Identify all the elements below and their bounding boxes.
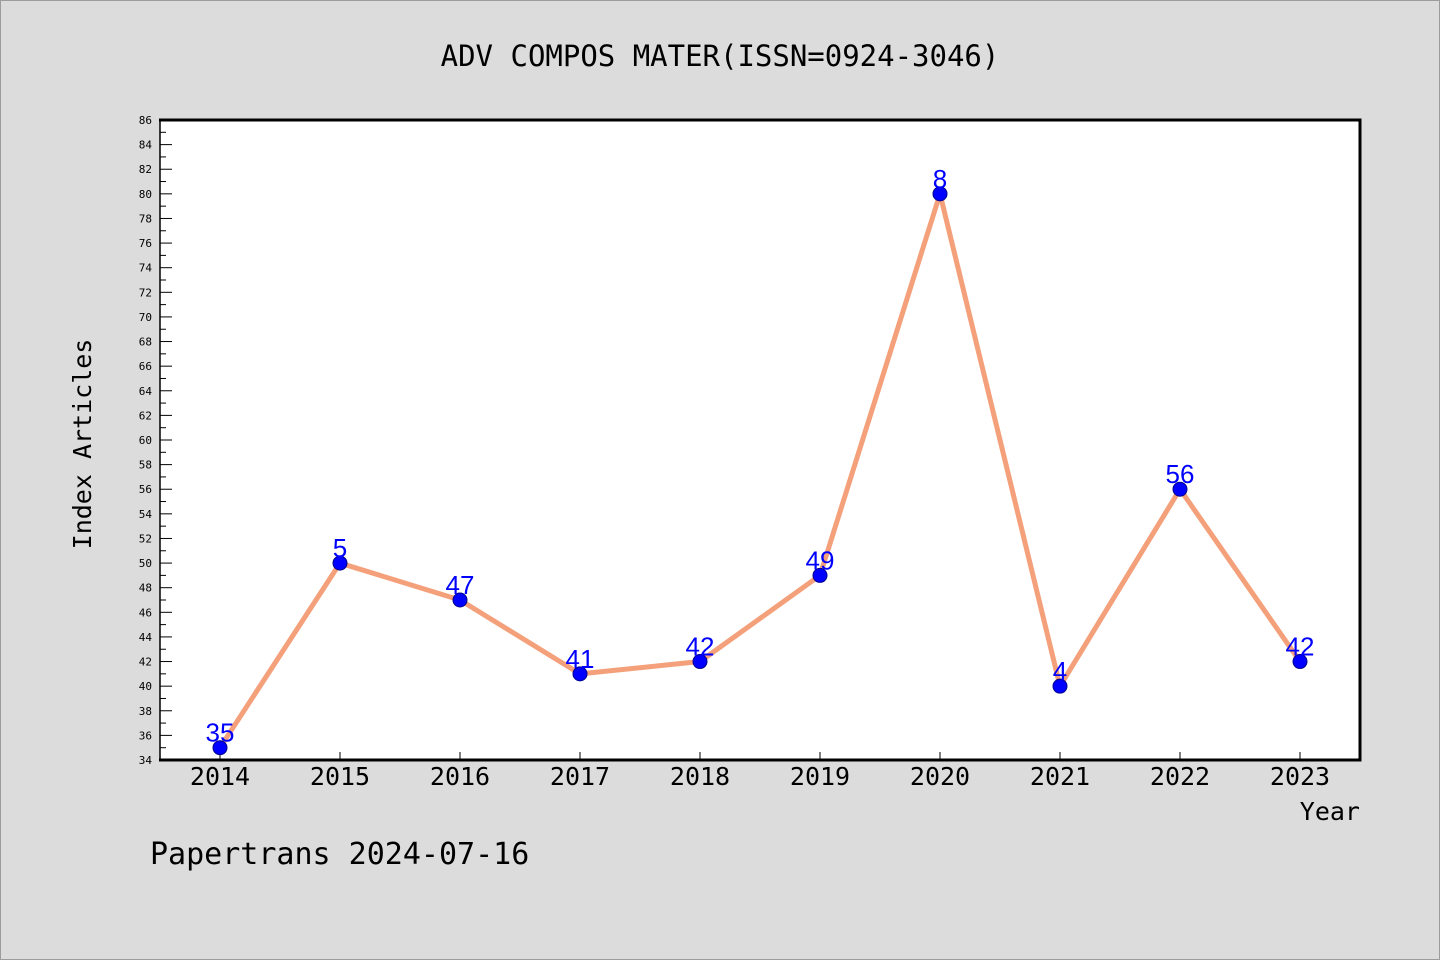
y-tick-label: 82 [139,163,152,176]
y-tick-label: 68 [139,336,152,349]
y-tick-label: 72 [139,286,152,299]
series-line [217,191,1303,751]
data-point [1052,678,1068,694]
plot-area [160,120,1360,760]
data-point [332,555,348,571]
y-tick-label: 52 [139,532,152,545]
x-tick-label: 2021 [1030,762,1090,791]
y-tick-label: 44 [139,631,153,644]
y-tick-label: 34 [139,754,153,767]
data-point [212,740,228,756]
x-tick-label: 2019 [790,762,850,791]
x-axis-tick-labels: 2014 2015 2016 2017 2018 2019 2020 2021 2022 2023 [190,762,1330,791]
data-label: 49 [806,545,835,575]
y-tick-label: 54 [139,508,153,521]
y-tick-label: 50 [139,557,152,570]
data-point [812,567,828,583]
y-tick-label: 86 [139,114,152,127]
data-label: 41 [566,644,595,674]
data-point [1172,481,1188,497]
data-label: 47 [446,570,475,600]
y-tick-label: 56 [139,483,152,496]
x-tick-label: 2016 [430,762,490,791]
y-tick-label: 36 [139,729,152,742]
x-tick-label: 2014 [190,762,250,791]
x-tick-label: 2022 [1150,762,1210,791]
y-tick-label: 40 [139,680,152,693]
y-tick-label: 70 [139,311,152,324]
y-tick-label: 58 [139,459,152,472]
data-label: 35 [206,718,235,748]
y-tick-label: 62 [139,409,152,422]
y-tick-label: 46 [139,606,152,619]
y-tick-label: 64 [139,385,153,398]
x-tick-label: 2017 [550,762,610,791]
y-tick-label: 66 [139,360,152,373]
y-tick-label: 84 [139,139,153,152]
data-label: 4 [1053,656,1067,686]
data-label: 42 [1286,632,1315,662]
y-tick-label: 80 [139,188,152,201]
data-point [1292,654,1308,670]
y-tick-label: 74 [139,262,153,275]
chart-title: ADV COMPOS MATER(ISSN=0924-3046) [441,39,1000,73]
y-tick-label: 42 [139,656,152,669]
series-layer: 35 5 47 41 42 49 8 4 56 42 [206,164,1315,756]
data-label: 56 [1166,459,1195,489]
y-tick-label: 48 [139,582,152,595]
data-point [452,592,468,608]
y-tick-label: 78 [139,212,152,225]
data-point [932,186,948,202]
y-axis-label: Index Articles [68,339,97,550]
x-tick-label: 2023 [1270,762,1330,791]
x-tick-label: 2015 [310,762,370,791]
data-label: 42 [686,632,715,662]
data-point [572,666,588,682]
x-axis-label: Year [1300,797,1360,826]
x-tick-label: 2020 [910,762,970,791]
y-tick-label: 76 [139,237,152,250]
footer-text: Papertrans 2024-07-16 [150,837,529,872]
plot-border [159,118,1362,762]
data-label: 8 [933,164,947,194]
data-label: 5 [333,533,347,563]
y-axis-tick-labels: 34 36 38 40 42 44 46 48 50 52 54 56 58 60 62 64 66 68 70 72… [139,114,153,767]
y-tick-label: 60 [139,434,152,447]
data-point [692,654,708,670]
y-tick-label: 38 [139,705,152,718]
x-tick-label: 2018 [670,762,730,791]
